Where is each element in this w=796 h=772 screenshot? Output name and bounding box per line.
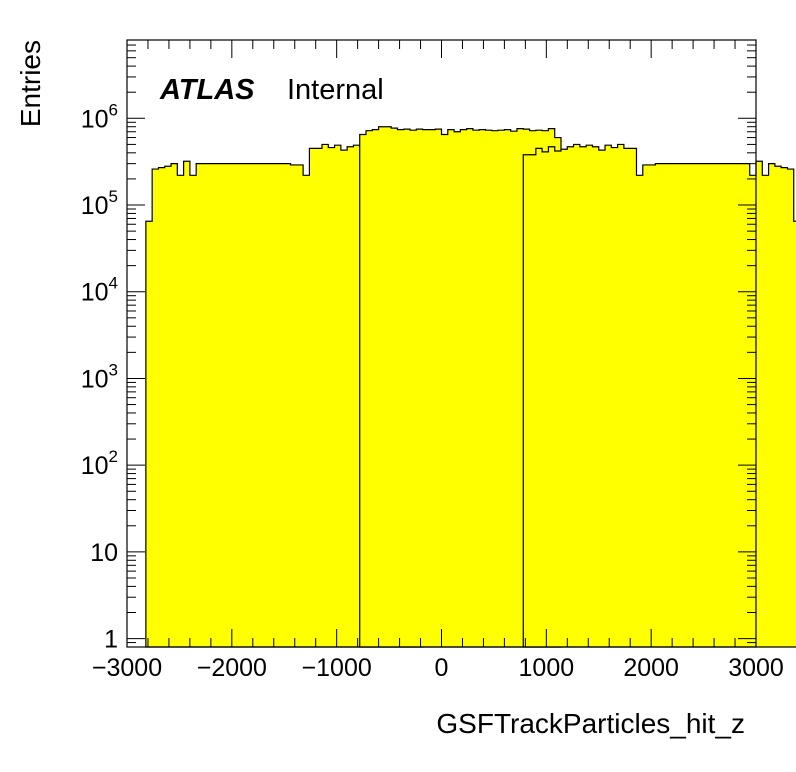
y-tick-label: 102 bbox=[81, 447, 118, 480]
histogram-bars bbox=[145, 126, 796, 648]
x-axis-title: GSFTrackParticles_hit_z bbox=[436, 708, 745, 739]
y-axis-title: Entries bbox=[15, 40, 46, 127]
y-axis-ticks bbox=[127, 39, 756, 648]
atlas-label: ATLAS bbox=[159, 74, 255, 106]
x-tick-label: 1000 bbox=[519, 654, 575, 682]
y-tick-label: 105 bbox=[81, 187, 118, 220]
histogram-segment-2 bbox=[359, 126, 562, 648]
x-tick-label: −1000 bbox=[302, 654, 372, 682]
y-tick-label: 1 bbox=[104, 626, 118, 654]
y-tick-label: 104 bbox=[81, 274, 118, 307]
y-tick-label: 103 bbox=[81, 360, 118, 393]
x-axis-ticks bbox=[126, 40, 757, 647]
x-tick-label: 3000 bbox=[728, 654, 784, 682]
x-tick-label: −3000 bbox=[92, 654, 162, 682]
y-tick-label: 106 bbox=[81, 100, 118, 133]
x-tick-label: 0 bbox=[435, 654, 449, 682]
x-tick-label: −2000 bbox=[197, 654, 267, 682]
histogram-segment-3 bbox=[522, 143, 796, 648]
internal-label: Internal bbox=[287, 74, 384, 106]
y-tick-label: 10 bbox=[90, 539, 118, 567]
x-tick-labels: −3000 −2000 −1000 0 1000 2000 3000 bbox=[92, 654, 784, 682]
x-tick-label: 2000 bbox=[623, 654, 679, 682]
y-tick-labels: 1 10 102 103 104 105 106 bbox=[81, 100, 118, 653]
